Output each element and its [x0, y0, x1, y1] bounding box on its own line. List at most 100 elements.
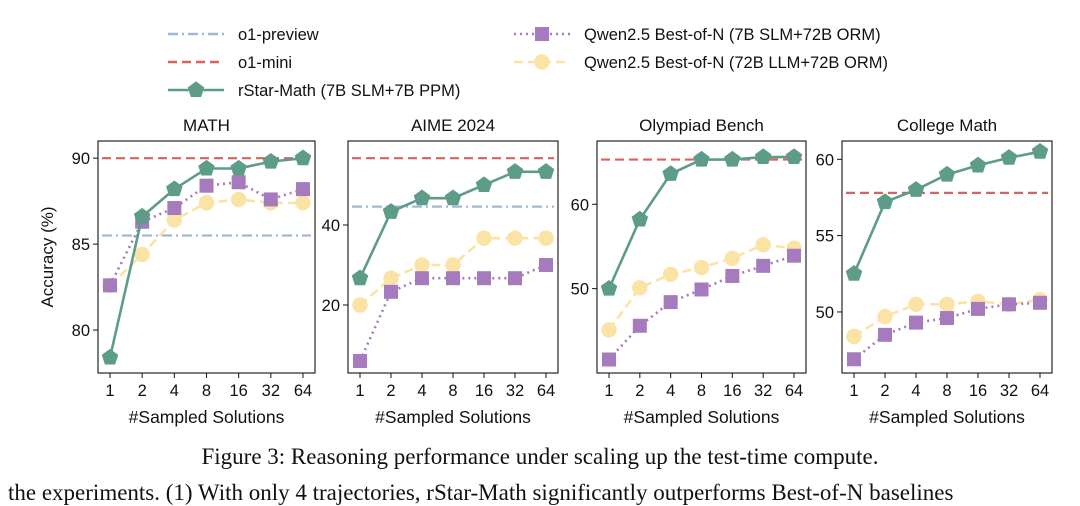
data-point	[877, 308, 893, 325]
y-tick-label: 90	[72, 150, 90, 168]
panel-title: MATH	[183, 116, 230, 135]
panel-math: MATH 80 85 90 1 2 4 8 16 32 64 #Sampled Solutions Ac…	[38, 116, 316, 427]
data-point	[693, 150, 710, 167]
data-point	[971, 301, 985, 316]
data-point	[198, 195, 215, 211]
data-point	[631, 210, 649, 227]
x-axis-label: #Sampled Solutions	[869, 407, 1025, 427]
data-point	[199, 178, 214, 193]
legend-label: o1-preview	[238, 26, 319, 44]
x-tick-label: 16	[969, 382, 987, 400]
data-point	[907, 181, 925, 197]
data-point	[134, 246, 150, 263]
data-point	[662, 165, 679, 181]
x-tick-label: 1	[604, 382, 613, 400]
data-point	[938, 165, 956, 182]
x-tick-label: 8	[448, 382, 457, 400]
data-point	[600, 279, 618, 296]
data-point	[1002, 297, 1016, 312]
data-point	[167, 201, 182, 216]
data-point	[384, 284, 398, 299]
data-point	[876, 193, 894, 210]
x-tick-label: 4	[417, 382, 426, 400]
data-point	[969, 156, 987, 173]
data-point	[445, 257, 461, 273]
data-point	[198, 159, 215, 176]
x-tick-label: 64	[537, 382, 555, 400]
x-axis-label: #Sampled Solutions	[624, 407, 780, 427]
plot-frame	[347, 140, 559, 374]
x-axis-label: #Sampled Solutions	[129, 407, 285, 427]
x-tick-label: 64	[294, 382, 312, 400]
data-point	[1000, 149, 1018, 165]
data-point	[847, 352, 861, 367]
panel-title: Olympiad Bench	[639, 116, 764, 135]
x-tick-label: 2	[386, 382, 395, 400]
x-tick-label: 64	[785, 382, 803, 400]
x-tick-label: 1	[849, 382, 858, 400]
y-tick-label: 50	[816, 304, 834, 322]
data-point	[133, 207, 151, 224]
legend-marker	[534, 54, 550, 70]
x-tick-label: 32	[506, 382, 524, 400]
data-point	[230, 159, 247, 176]
x-tick-label: 2	[138, 382, 147, 400]
y-tick-label: 85	[72, 236, 90, 254]
x-tick-label: 4	[666, 382, 675, 400]
data-point	[755, 237, 771, 253]
data-point	[1031, 143, 1049, 159]
data-point	[845, 265, 863, 281]
data-point	[475, 176, 493, 193]
x-tick-label: 4	[170, 382, 179, 400]
x-tick-label: 8	[942, 382, 951, 400]
data-point	[103, 278, 117, 293]
panel-olympiad-bench: Olympiad Bench 50 60 1 2 4 8 16 32 64 #Sampled Sol…	[571, 116, 807, 427]
legend-marker	[187, 81, 205, 98]
legend-marker	[535, 27, 549, 41]
data-point	[295, 195, 311, 211]
data-point	[756, 258, 771, 273]
legend-label: rStar-Math (7B SLM+7B PPM)	[238, 82, 460, 100]
x-tick-label: 64	[1031, 382, 1049, 400]
y-tick-label: 60	[816, 151, 834, 169]
data-point	[506, 163, 524, 179]
x-tick-label: 1	[105, 382, 114, 400]
legend-entry: rStar-Math (7B SLM+7B PPM)	[168, 81, 460, 100]
data-point	[909, 315, 923, 330]
data-point	[294, 149, 312, 166]
data-point	[846, 328, 862, 345]
x-tick-label: 4	[911, 382, 920, 400]
data-point	[413, 189, 431, 206]
data-point	[787, 248, 801, 263]
x-tick-label: 32	[1000, 382, 1018, 400]
y-tick-label: 40	[322, 217, 340, 235]
data-point	[476, 230, 492, 246]
data-point	[231, 175, 246, 190]
plot-frame	[97, 140, 316, 374]
data-point	[230, 191, 247, 208]
panel-title: College Math	[897, 116, 997, 135]
data-point	[539, 258, 553, 272]
x-tick-label: 32	[262, 382, 280, 400]
data-point	[101, 348, 119, 365]
x-tick-label: 8	[202, 382, 211, 400]
data-point	[724, 250, 741, 266]
x-axis-label: #Sampled Solutions	[375, 407, 531, 427]
panel-aime-2024: AIME 2024 20 40 1 2 4 8 16 32 64 #Sampled Solution…	[322, 116, 559, 427]
x-tick-label: 16	[723, 382, 741, 400]
legend-label: Qwen2.5 Best-of-N (72B LLM+72B ORM)	[584, 54, 888, 72]
y-tick-label: 50	[571, 281, 589, 299]
data-point	[538, 230, 554, 246]
data-point	[166, 180, 183, 197]
data-point	[785, 148, 803, 165]
data-point	[263, 192, 278, 207]
data-point	[908, 296, 924, 313]
data-point	[166, 212, 183, 228]
x-tick-label: 32	[754, 382, 772, 400]
data-point	[632, 318, 647, 333]
legend-label: Qwen2.5 Best-of-N (7B SLM+72B ORM)	[584, 26, 881, 44]
data-point	[444, 189, 462, 206]
data-point	[262, 152, 280, 169]
legend-entry: o1-preview	[168, 26, 319, 44]
